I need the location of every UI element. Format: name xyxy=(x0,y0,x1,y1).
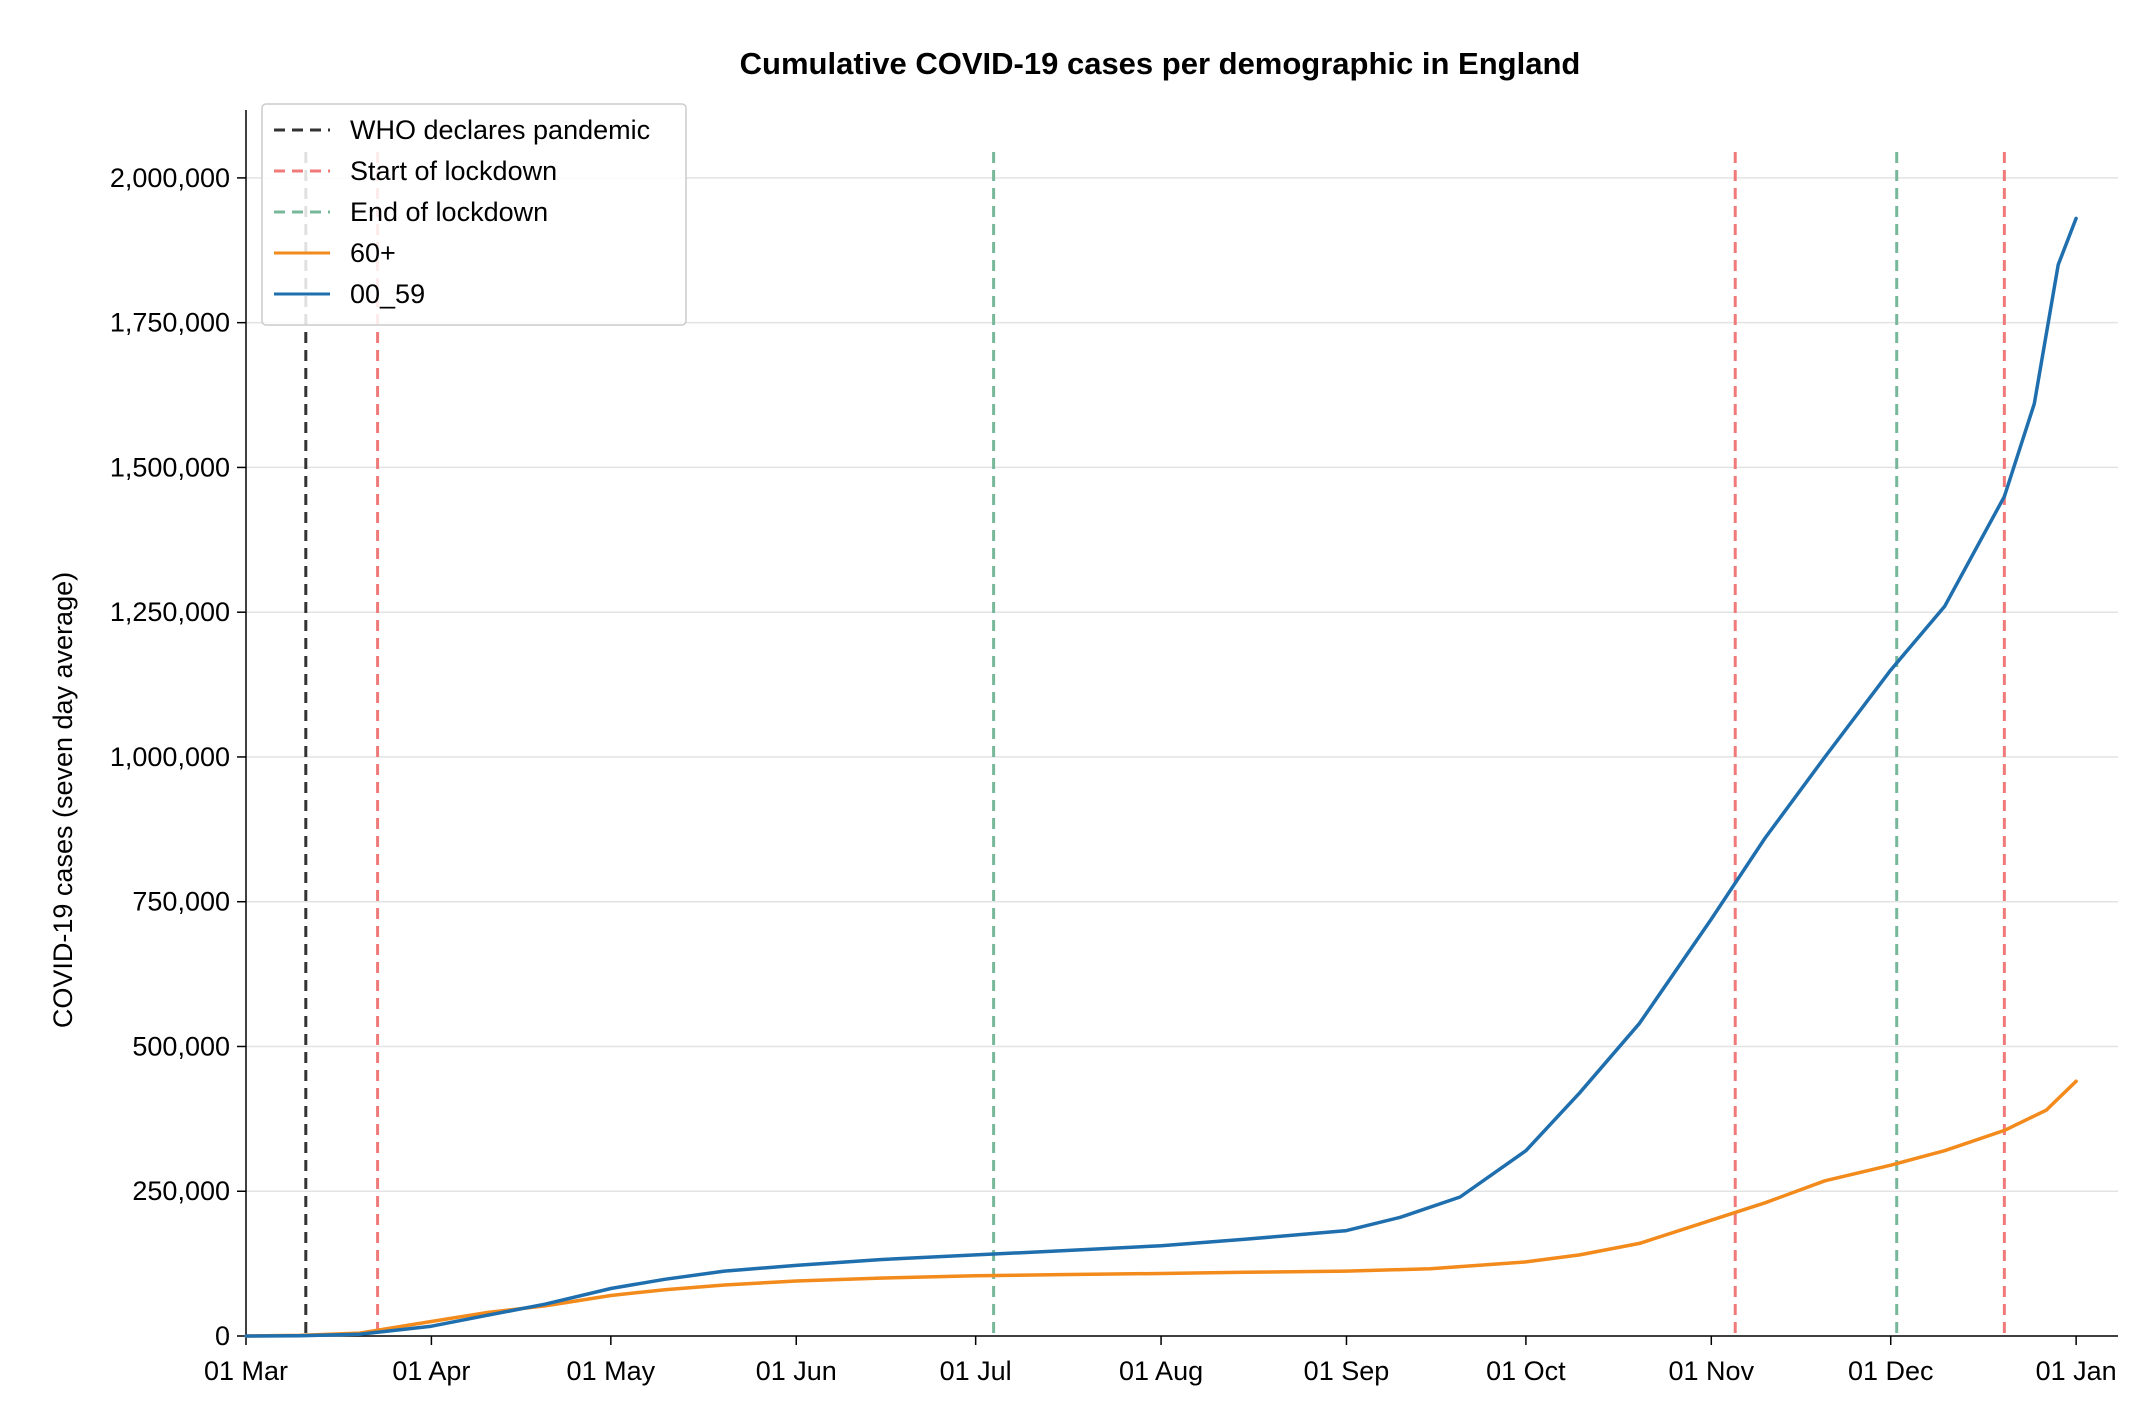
y-axis-label: COVID-19 cases (seven day average) xyxy=(48,572,78,1028)
series-line xyxy=(244,216,2078,1338)
y-tick-label: 750,000 xyxy=(132,887,230,917)
y-tick-label: 1,750,000 xyxy=(110,308,230,338)
x-tick-label: 01 Jun xyxy=(756,1356,837,1386)
y-tick-label: 1,500,000 xyxy=(110,452,230,482)
legend-entry[interactable]: Start of lockdown xyxy=(350,156,557,186)
axes: 0 250,000 500,000 750,000 1,000,000 1,250,000… xyxy=(110,110,2118,1386)
chart-title: Cumulative COVID-19 cases per demographi… xyxy=(740,46,1581,81)
x-tick-label: 01 Nov xyxy=(1669,1356,1755,1386)
y-tick-label: 1,250,000 xyxy=(110,597,230,627)
x-tick-label: 01 May xyxy=(567,1356,656,1386)
x-tick-label: 01 Oct xyxy=(1486,1356,1566,1386)
legend-entry[interactable]: 00_59 xyxy=(350,279,425,309)
y-tick-label: 250,000 xyxy=(132,1176,230,1206)
x-tick-label: 01 Mar xyxy=(204,1356,288,1386)
legend-box xyxy=(261,103,687,326)
x-tick-label: 01 Jul xyxy=(940,1356,1012,1386)
x-tick-label: 01 Dec xyxy=(1848,1356,1934,1386)
y-tick-label: 2,000,000 xyxy=(110,163,230,193)
series-lines xyxy=(244,216,2078,1338)
legend-entry[interactable]: End of lockdown xyxy=(350,197,548,227)
x-tick-label: 01 Apr xyxy=(392,1356,470,1386)
gridlines xyxy=(246,177,2118,1192)
series-line xyxy=(244,1079,2078,1338)
legend[interactable]: WHO declares pandemic Start of lockdown En… xyxy=(261,103,687,326)
y-tick-label: 1,000,000 xyxy=(110,742,230,772)
y-tick-label: 500,000 xyxy=(132,1031,230,1061)
legend-entry[interactable]: WHO declares pandemic xyxy=(350,115,650,145)
legend-entry[interactable]: 60+ xyxy=(350,238,396,268)
x-tick-label: 01 Aug xyxy=(1119,1356,1203,1386)
y-tick-label: 0 xyxy=(215,1321,230,1351)
x-tick-label: 01 Sep xyxy=(1304,1356,1390,1386)
x-tick-label: 01 Jan xyxy=(2036,1356,2117,1386)
event-lines xyxy=(304,152,2006,1336)
